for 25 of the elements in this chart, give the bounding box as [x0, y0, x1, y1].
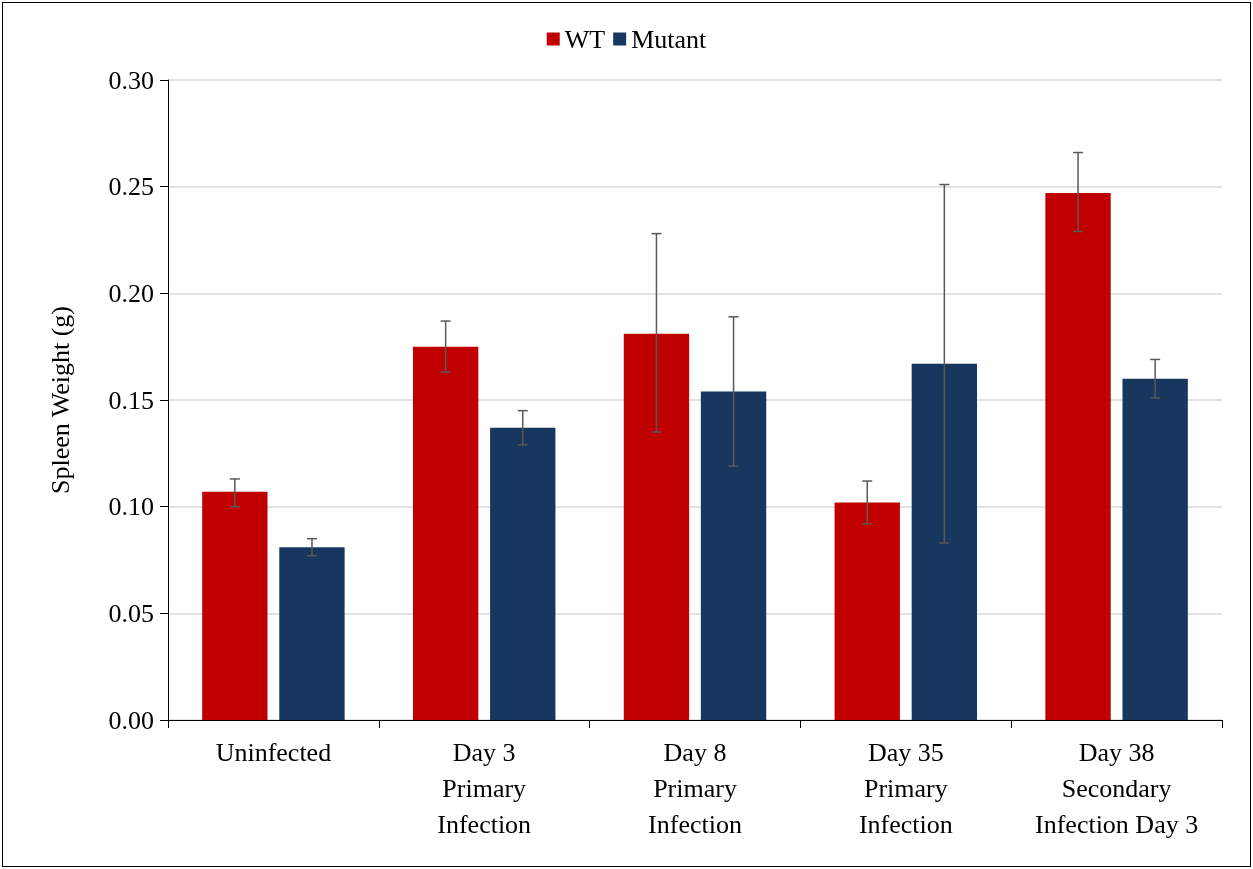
- y-tick-label: 0.30: [108, 65, 154, 95]
- bar: [623, 333, 690, 720]
- x-tick-label: Day 35 Primary Infection: [858, 737, 953, 839]
- bar: [700, 391, 767, 720]
- y-tick-label: 0.00: [108, 705, 154, 735]
- x-tick-label: Day 8 Primary Infection: [648, 737, 742, 839]
- y-tick-label: 0.10: [108, 492, 154, 522]
- y-tick-label: 0.25: [108, 172, 154, 202]
- bar: [279, 547, 345, 720]
- legend-label: WT: [564, 24, 606, 54]
- legend-label: Mutant: [631, 24, 708, 54]
- y-axis-title: Spleen Weight (g): [45, 305, 75, 495]
- bar: [911, 363, 978, 720]
- bar: [1045, 193, 1111, 720]
- y-tick-label: 0.05: [108, 598, 154, 628]
- bar: [1122, 378, 1188, 720]
- y-tick-label: 0.15: [108, 385, 154, 415]
- bar: [834, 502, 900, 720]
- x-tick-label: Uninfected: [215, 737, 332, 767]
- y-tick-label: 0.20: [108, 278, 154, 308]
- bar: [202, 491, 268, 720]
- bar: [412, 346, 479, 720]
- x-tick-label: Day 3 Primary Infection: [437, 737, 532, 839]
- x-tick-label: Day 38 Secondary Infection Day 3: [1035, 737, 1199, 839]
- bar: [490, 427, 556, 720]
